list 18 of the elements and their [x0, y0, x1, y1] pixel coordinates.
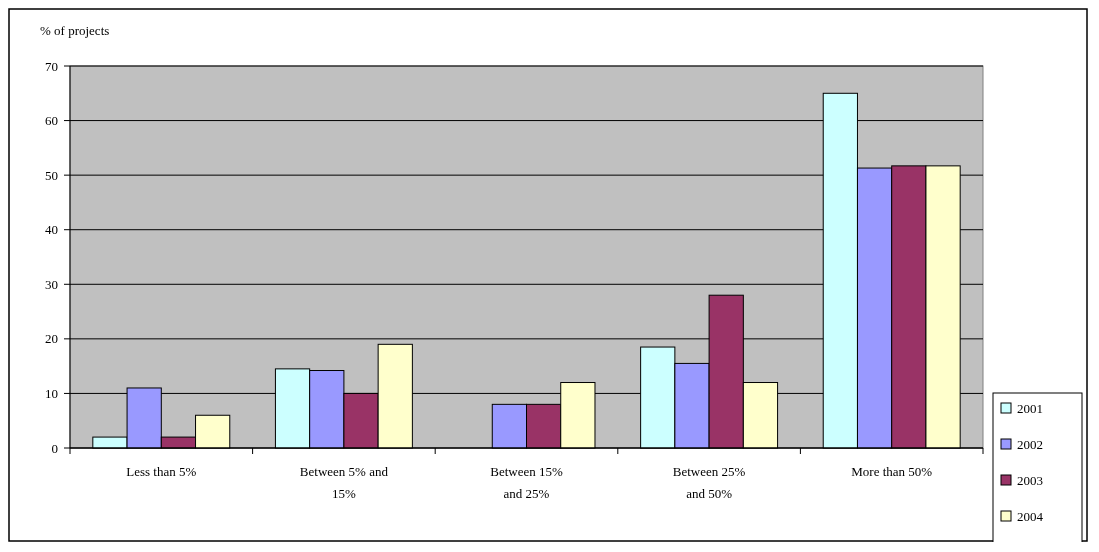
y-tick-label: 70 [45, 58, 58, 74]
x-tick-label: Less than 5% [126, 464, 197, 479]
x-tick-label: Between 25% and 50% [672, 464, 746, 501]
x-tick-label: Between 5% and 15% [299, 464, 389, 501]
x-tick-label: Between 15% and 25% [490, 464, 563, 501]
y-tick-label: 30 [45, 276, 58, 292]
y-tick-label: 0 [51, 440, 58, 456]
legend-label: 2004 [1017, 508, 1044, 524]
y-tick-label: 60 [45, 113, 58, 129]
y-tick-label: 40 [45, 222, 58, 238]
y-tick-label: 50 [45, 167, 58, 183]
legend-label: 2003 [1017, 472, 1043, 488]
legend-label: 2002 [1017, 436, 1043, 452]
y-tick-label: 20 [45, 331, 58, 347]
y-tick-label: 10 [45, 385, 58, 401]
x-tick-label: More than 50% [851, 464, 933, 479]
legend-label: 2001 [1017, 400, 1043, 416]
y-axis-title: % of projects [40, 23, 110, 38]
